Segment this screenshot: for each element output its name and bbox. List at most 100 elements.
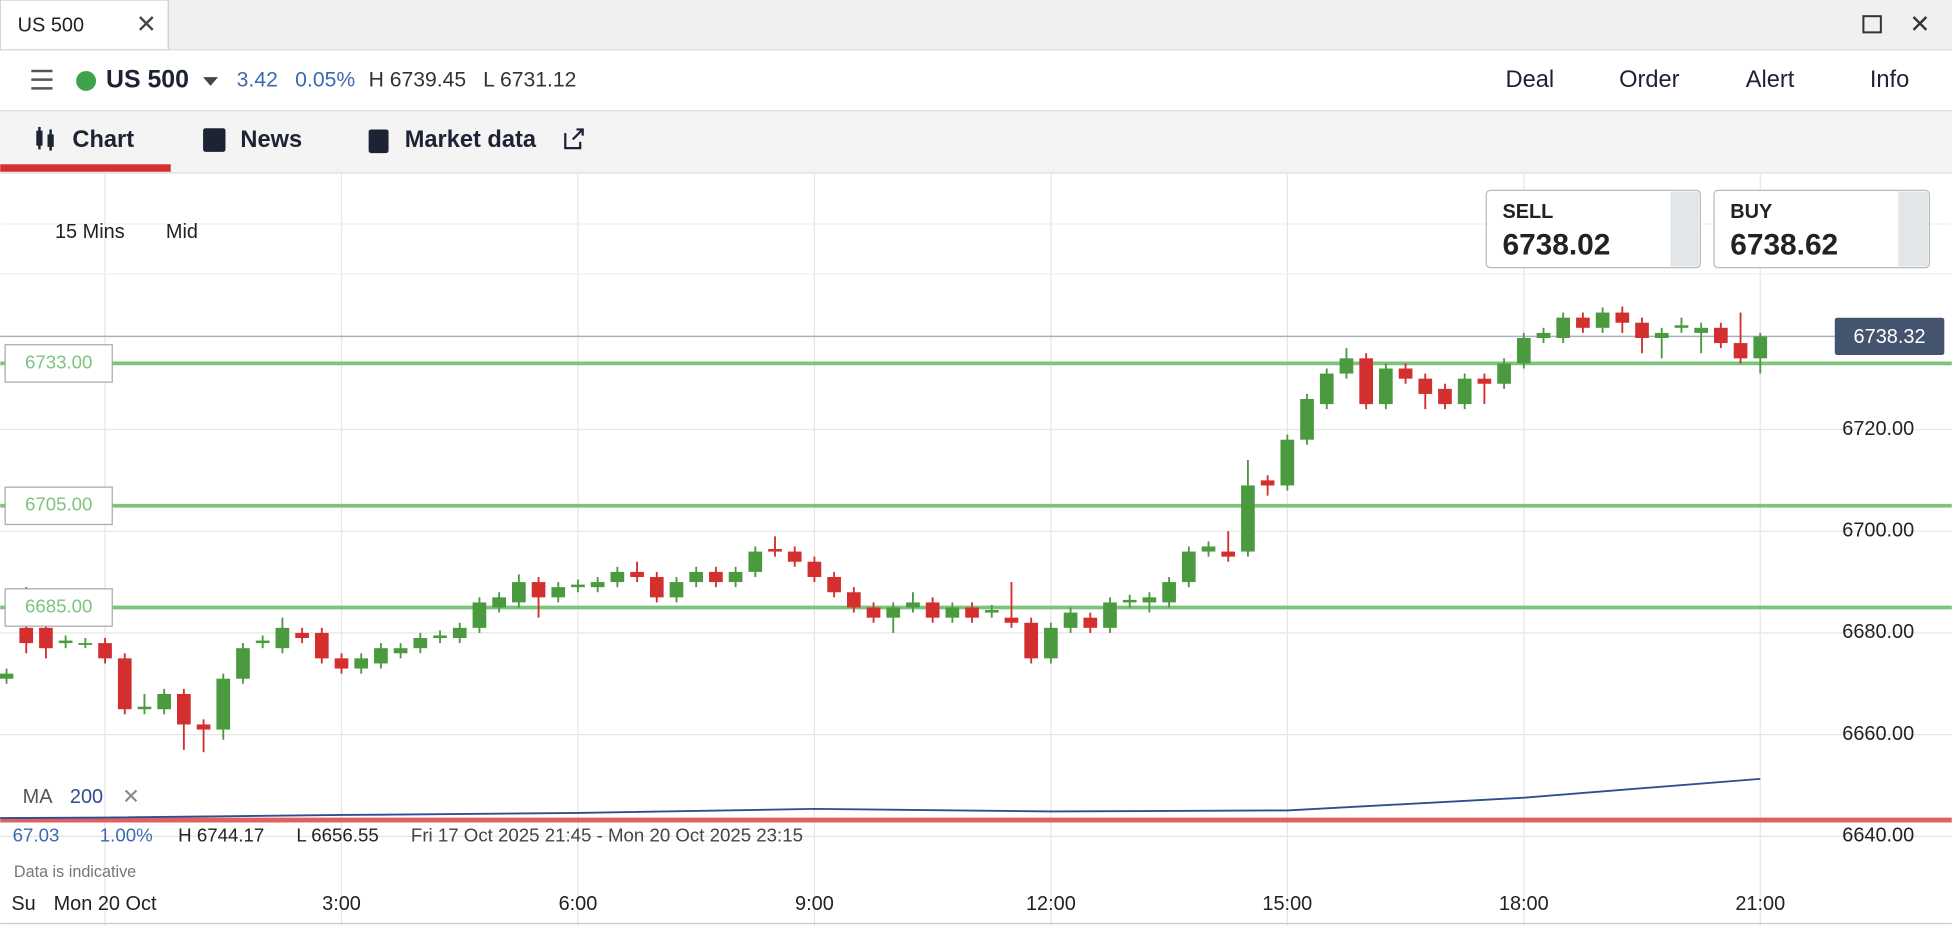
- price-type[interactable]: Mid: [166, 221, 198, 243]
- close-tab[interactable]: ✕: [136, 11, 157, 39]
- level-label: 6685.00: [25, 595, 92, 616]
- candle-body: [1576, 317, 1590, 328]
- instrument[interactable]: US 500: [106, 65, 189, 93]
- window-tab-label: US 500: [18, 14, 84, 36]
- candle-body: [1024, 622, 1039, 659]
- candle-body: [1497, 363, 1511, 384]
- x-tick-label: 6:00: [559, 893, 598, 915]
- candle-body: [1438, 388, 1452, 405]
- last-price-label: 6738.32: [1854, 326, 1926, 348]
- candle-body: [748, 551, 763, 572]
- sell-box[interactable]: [1485, 189, 1701, 269]
- candle-body: [1319, 373, 1334, 405]
- interval[interactable]: 15 Mins: [55, 221, 125, 243]
- x-tick-label: Mon 20 Oct: [54, 893, 157, 915]
- candle-body: [1063, 612, 1078, 628]
- action[interactable]: Order: [1619, 67, 1680, 93]
- candle-body: [925, 602, 940, 618]
- candle-body: [78, 643, 93, 645]
- candle-body: [827, 576, 841, 593]
- maximize[interactable]: [1862, 15, 1882, 34]
- candle-body: [1241, 485, 1255, 552]
- candle-body: [610, 571, 625, 583]
- disclaimer: Data is indicative: [14, 863, 136, 881]
- action[interactable]: Alert: [1746, 67, 1795, 93]
- sell-label: SELL: [1502, 201, 1553, 223]
- close-window[interactable]: ✕: [1909, 11, 1930, 39]
- data-icon: [368, 129, 389, 154]
- x-tick-label: 9:00: [795, 893, 834, 915]
- candle-body: [236, 648, 250, 679]
- buy-label: BUY: [1730, 201, 1772, 223]
- indicator-value: 67.03: [13, 824, 60, 845]
- remove-indicator[interactable]: ✕: [122, 785, 140, 808]
- candle-body: [19, 627, 34, 644]
- dropdown[interactable]: [203, 77, 219, 86]
- buy-price: 6738.62: [1730, 228, 1838, 261]
- candle-body: [472, 602, 487, 628]
- candle-body: [1477, 378, 1492, 384]
- candle-body: [374, 648, 388, 664]
- candle-body: [1122, 599, 1137, 603]
- candle-body: [512, 582, 526, 603]
- y-tick-label: 6660.00: [1842, 723, 1914, 745]
- candle-body: [1181, 551, 1196, 583]
- x-tick-label: 12:00: [1026, 893, 1076, 915]
- menu-icon[interactable]: [31, 69, 53, 90]
- candle-body: [1398, 368, 1413, 379]
- candle-body: [1457, 378, 1472, 405]
- sell-button[interactable]: SELL 6738.02: [1485, 189, 1701, 269]
- buy-strip: [1898, 191, 1929, 267]
- sell-price: 6738.02: [1502, 228, 1610, 261]
- candle-body: [1713, 327, 1728, 344]
- candle-body: [886, 607, 901, 618]
- status-dot: [76, 70, 97, 91]
- candle-body: [1339, 358, 1354, 374]
- x-tick-label: 3:00: [322, 893, 361, 915]
- candle-body: [1694, 327, 1708, 333]
- candle-body: [117, 658, 132, 710]
- buy-box[interactable]: [1713, 189, 1931, 269]
- candle-body: [58, 640, 73, 644]
- action[interactable]: Deal: [1506, 67, 1555, 93]
- sell-strip: [1670, 191, 1700, 267]
- x-tick-label: 21:00: [1735, 893, 1785, 915]
- change: 3.42: [237, 68, 278, 91]
- tab[interactable]: Chart: [72, 127, 134, 153]
- candle-body: [216, 678, 231, 730]
- last-price-box: [1834, 317, 1945, 356]
- buy-button[interactable]: BUY 6738.62: [1713, 189, 1931, 269]
- tab[interactable]: Market data: [405, 127, 537, 153]
- candle-body: [1162, 582, 1176, 603]
- candle-body: [137, 706, 152, 710]
- candle-body: [1221, 551, 1236, 557]
- candle-body: [984, 610, 999, 613]
- candle-body: [866, 607, 881, 618]
- candle-body: [1044, 627, 1058, 659]
- candle-body: [1142, 597, 1157, 603]
- candle-body: [1260, 480, 1275, 486]
- candle-body: [196, 724, 211, 730]
- window-tab[interactable]: [0, 0, 169, 51]
- x-tick-label: 15:00: [1262, 893, 1312, 915]
- candle-body: [1359, 358, 1374, 405]
- level-box: [4, 486, 113, 526]
- candle-body: [669, 582, 684, 598]
- range-high: H 6744.17: [178, 824, 264, 845]
- candle-body: [1615, 312, 1630, 323]
- plot: 6733.00 6705.00 6685.00 6738.32 6640.00 6660.…: [0, 174, 1952, 926]
- candle-body: [295, 632, 309, 639]
- tab[interactable]: News: [240, 127, 302, 153]
- candle-body: [98, 643, 112, 659]
- candle-body: [1654, 332, 1669, 338]
- level-label: 6733.00: [25, 351, 92, 372]
- candle-body: [945, 607, 960, 618]
- candle-body: [965, 607, 979, 618]
- external-link-icon: [564, 128, 584, 150]
- range-low: L 6656.55: [296, 824, 378, 845]
- level-box: [4, 344, 113, 383]
- action[interactable]: Info: [1870, 67, 1909, 93]
- candle-body: [354, 658, 369, 669]
